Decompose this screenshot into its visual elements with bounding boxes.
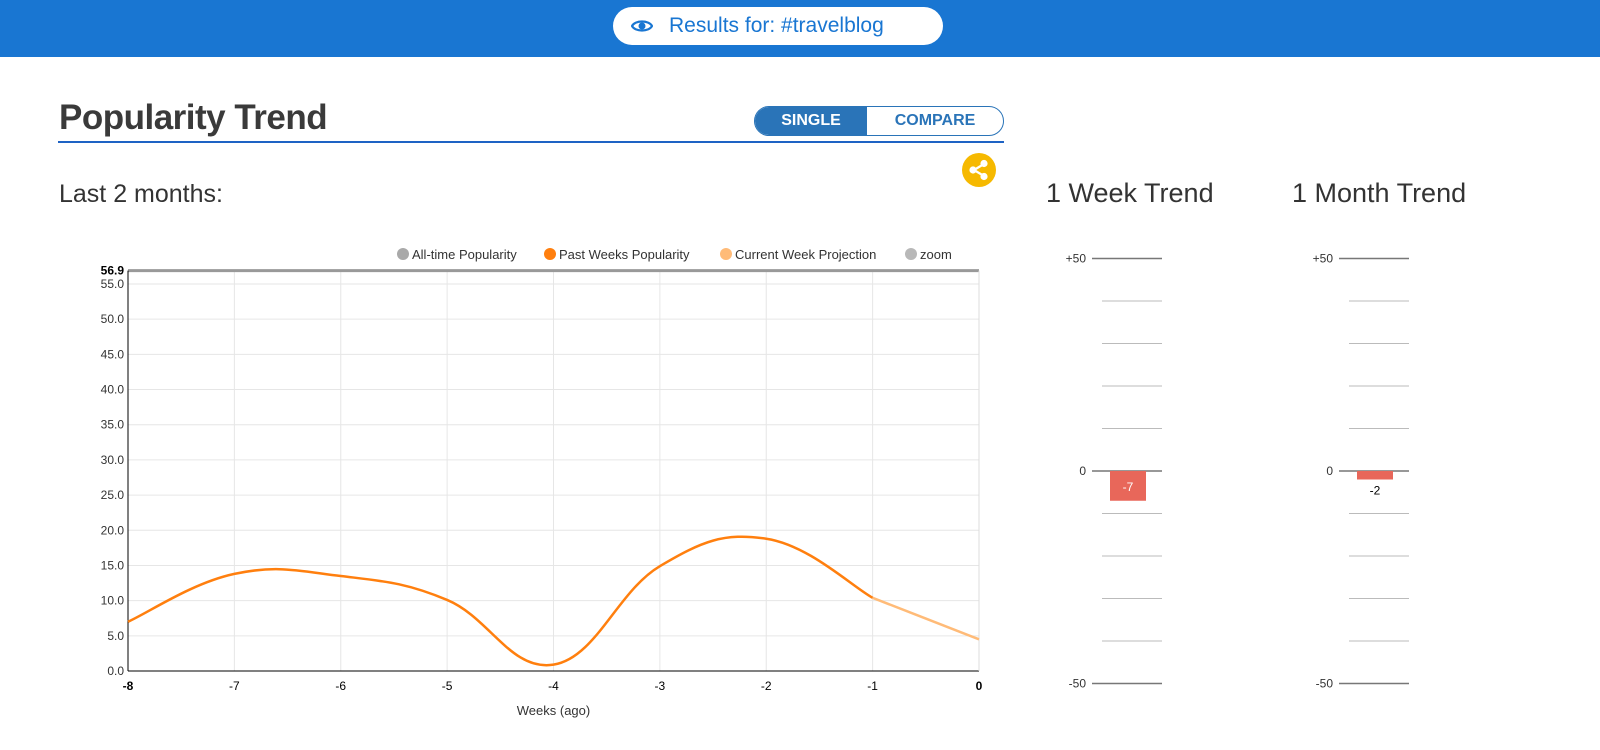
y-tick-label: 40.0 (101, 383, 125, 397)
x-tick-label: -3 (655, 679, 666, 693)
trend-tick-label: -50 (1069, 677, 1087, 691)
legend-item: zoom (920, 247, 952, 262)
trend-tick-label: +50 (1066, 252, 1087, 266)
x-tick-label: -1 (867, 679, 878, 693)
legend-marker (397, 248, 409, 260)
share-icon[interactable] (962, 153, 996, 187)
search-results-pill[interactable]: Results for: #travelblog (613, 7, 943, 45)
trend-tick-label: 0 (1079, 464, 1086, 478)
y-tick-label: 25.0 (101, 488, 125, 502)
y-tick-label: 20.0 (101, 523, 125, 537)
period-subtitle: Last 2 months: (59, 180, 223, 208)
x-tick-label: -5 (442, 679, 453, 693)
y-tick-label: 50.0 (101, 312, 125, 326)
y-tick-label: 10.0 (101, 594, 125, 608)
legend-marker (905, 248, 917, 260)
legend-item: Current Week Projection (735, 247, 876, 262)
legend-item: Past Weeks Popularity (559, 247, 690, 262)
y-max-label: 56.9 (101, 264, 125, 278)
series-line-current-week-projection (872, 596, 980, 641)
page-title: Popularity Trend (59, 98, 328, 137)
series-line-past-weeks-popularity (127, 535, 874, 667)
legend-marker (544, 248, 556, 260)
title-divider (58, 141, 1004, 143)
trend-bar (1357, 471, 1393, 480)
legend-item: All-time Popularity (412, 247, 517, 262)
x-axis-label: Weeks (ago) (517, 703, 590, 718)
trend-bar-label: -2 (1370, 484, 1381, 498)
x-tick-label: 0 (976, 679, 983, 693)
month-trend-title: 1 Month Trend (1292, 178, 1467, 208)
compare-button[interactable]: COMPARE (894, 112, 976, 129)
y-tick-label: 15.0 (101, 558, 125, 572)
search-results-label: Results for: #travelblog (669, 14, 884, 37)
x-tick-label: -6 (335, 679, 346, 693)
trend-bar (1110, 471, 1146, 501)
view-toggle: SINGLE COMPARE (754, 106, 1004, 136)
x-tick-label: -4 (548, 679, 559, 693)
trend-bar-label: -7 (1123, 480, 1134, 494)
trend-tick-label: -50 (1316, 677, 1334, 691)
week-trend-title: 1 Week Trend (1046, 178, 1214, 208)
y-tick-label: 45.0 (101, 347, 125, 361)
x-tick-label: -7 (229, 679, 240, 693)
y-tick-label: 0.0 (107, 664, 124, 678)
y-tick-label: 55.0 (101, 277, 125, 291)
x-tick-label: -2 (761, 679, 772, 693)
eye-icon (631, 20, 653, 32)
single-button[interactable]: SINGLE (755, 107, 867, 135)
legend-marker (720, 248, 732, 260)
y-tick-label: 5.0 (107, 629, 124, 643)
y-tick-label: 30.0 (101, 453, 125, 467)
trend-tick-label: +50 (1313, 252, 1334, 266)
trend-tick-label: 0 (1326, 464, 1333, 478)
x-tick-label: -8 (123, 679, 134, 693)
y-tick-label: 35.0 (101, 418, 125, 432)
